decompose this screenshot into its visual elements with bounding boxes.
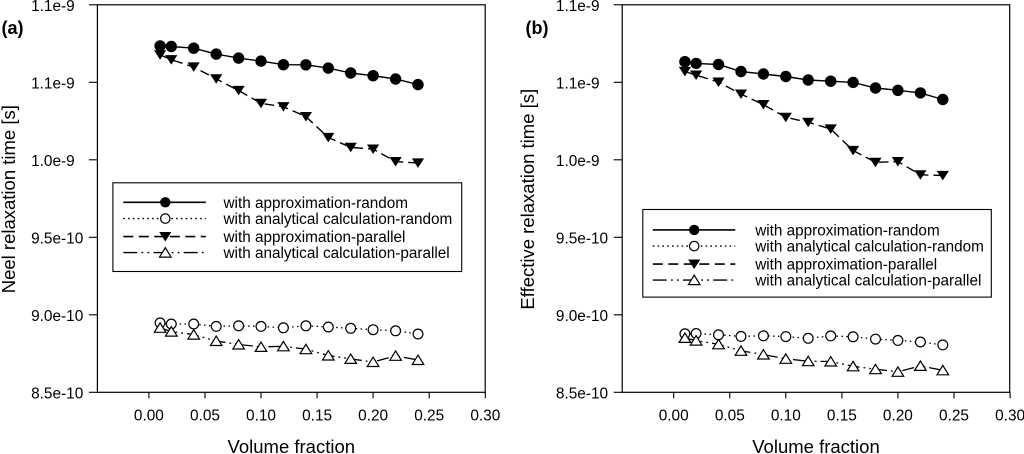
svg-text:Effective relaxation time [s]: Effective relaxation time [s] [517, 89, 538, 310]
svg-text:8.5e-10: 8.5e-10 [31, 386, 83, 403]
svg-text:with approximation-random: with approximation-random [223, 195, 409, 212]
svg-text:1.1e-9: 1.1e-9 [31, 76, 75, 93]
svg-text:Volume fraction: Volume fraction [752, 436, 880, 454]
svg-text:9.0e-10: 9.0e-10 [31, 308, 83, 325]
svg-text:9.5e-10: 9.5e-10 [31, 231, 83, 248]
svg-text:0.25: 0.25 [939, 407, 969, 424]
svg-text:1.1e-9: 1.1e-9 [556, 76, 600, 93]
svg-text:Neel relaxation time [s]: Neel relaxation time [s] [0, 105, 19, 293]
svg-text:Volume fraction: Volume fraction [228, 436, 356, 454]
svg-text:(a): (a) [2, 18, 24, 38]
svg-text:with analytical calculation-ra: with analytical calculation-random [223, 211, 453, 228]
svg-text:1.0e-9: 1.0e-9 [31, 153, 75, 170]
svg-text:0.00: 0.00 [134, 407, 164, 424]
svg-text:with approximation-parallel: with approximation-parallel [223, 229, 406, 246]
svg-text:0.15: 0.15 [827, 407, 857, 424]
svg-text:0.20: 0.20 [358, 407, 388, 424]
svg-text:0.30: 0.30 [470, 407, 500, 424]
svg-text:9.5e-10: 9.5e-10 [556, 231, 608, 248]
svg-text:0.25: 0.25 [414, 407, 444, 424]
svg-text:0.05: 0.05 [190, 407, 220, 424]
svg-text:0.10: 0.10 [771, 407, 801, 424]
svg-text:with approximation-parallel: with approximation-parallel [754, 257, 937, 274]
svg-text:0.20: 0.20 [883, 407, 913, 424]
svg-text:with approximation-random: with approximation-random [754, 223, 940, 240]
svg-text:1.0e-9: 1.0e-9 [556, 153, 600, 170]
svg-text:0.15: 0.15 [302, 407, 332, 424]
svg-text:with analytical calculation-pa: with analytical calculation-parallel [223, 245, 450, 262]
svg-text:9.0e-10: 9.0e-10 [556, 308, 608, 325]
svg-text:1.1e-9: 1.1e-9 [31, 0, 75, 15]
svg-text:0.30: 0.30 [995, 407, 1024, 424]
svg-text:(b): (b) [526, 18, 549, 38]
svg-text:with analytical calculation-ra: with analytical calculation-random [754, 239, 984, 256]
svg-text:with analytical calculation-pa: with analytical calculation-parallel [754, 273, 981, 290]
svg-text:0.10: 0.10 [246, 407, 276, 424]
svg-text:1.1e-9: 1.1e-9 [556, 0, 600, 15]
svg-text:0.00: 0.00 [659, 407, 689, 424]
svg-text:0.05: 0.05 [715, 407, 745, 424]
svg-text:8.5e-10: 8.5e-10 [556, 386, 608, 403]
